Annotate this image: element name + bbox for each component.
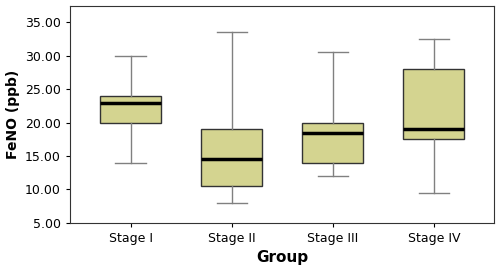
Y-axis label: FeNO (ppb): FeNO (ppb) (6, 70, 20, 159)
X-axis label: Group: Group (256, 250, 308, 265)
PathPatch shape (202, 129, 262, 186)
PathPatch shape (404, 69, 464, 139)
PathPatch shape (100, 96, 161, 122)
PathPatch shape (302, 122, 363, 163)
